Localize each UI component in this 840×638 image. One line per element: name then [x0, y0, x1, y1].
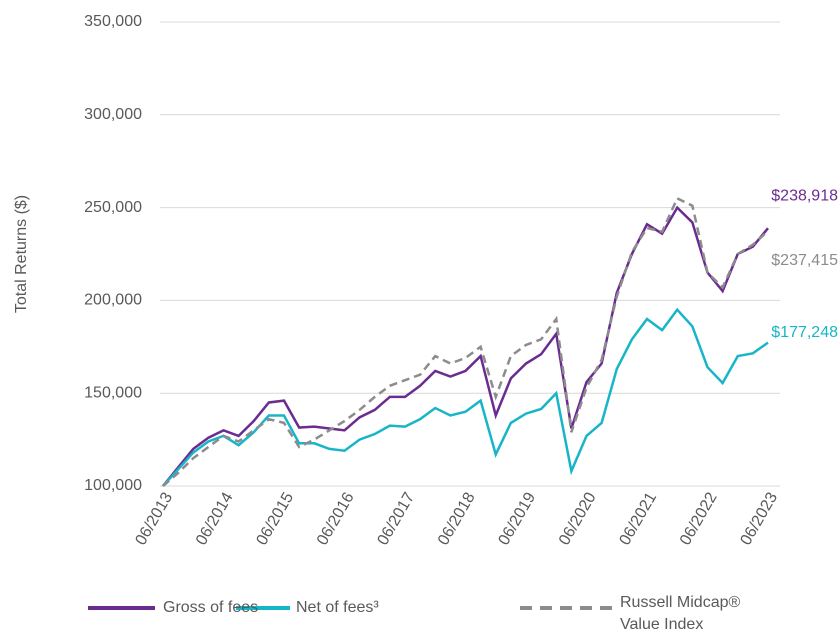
x-tick-label: 06/2023	[737, 490, 781, 549]
legend-label: Net of fees³	[296, 599, 379, 616]
y-tick-label: 350,000	[84, 13, 142, 30]
y-tick-label: 300,000	[84, 106, 142, 123]
value-label: $177,248	[771, 324, 838, 341]
y-tick-label: 200,000	[84, 292, 142, 309]
series-line	[162, 205, 769, 487]
x-tick-label: 06/2014	[193, 490, 237, 549]
y-tick-label: 250,000	[84, 199, 142, 216]
x-tick-label: 06/2022	[677, 490, 721, 549]
x-tick-label: 06/2013	[132, 490, 176, 549]
x-tick-label: 06/2021	[616, 490, 660, 549]
legend-label: Gross of fees	[163, 599, 259, 616]
x-tick-label: 06/2020	[556, 490, 600, 549]
series-line	[162, 196, 769, 487]
x-tick-label: 06/2016	[314, 490, 358, 549]
y-axis-label: Total Returns ($)	[13, 195, 30, 313]
x-tick-label: 06/2015	[253, 490, 297, 549]
value-label: $237,415	[771, 252, 838, 269]
y-tick-label: 100,000	[84, 477, 142, 494]
legend-label: Russell Midcap® Value Index	[620, 594, 741, 633]
value-label: $238,918	[771, 187, 838, 204]
x-tick-label: 06/2019	[495, 490, 539, 549]
series-line	[162, 307, 769, 487]
y-tick-label: 150,000	[84, 384, 142, 401]
x-tick-label: 06/2017	[374, 490, 418, 549]
x-tick-label: 06/2018	[435, 490, 479, 549]
